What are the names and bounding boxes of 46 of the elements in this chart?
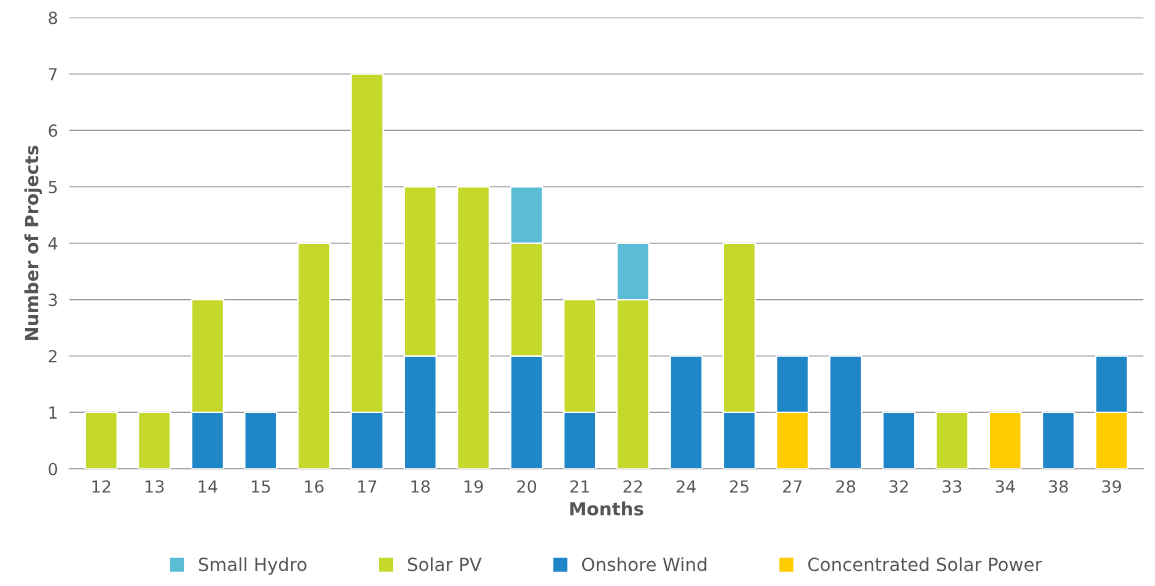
bar (1041, 411, 1076, 469)
x-tick-label: 39 (1102, 480, 1121, 493)
x-tick-label: 17 (358, 480, 377, 493)
bar (829, 355, 863, 469)
x-tick-label: 20 (517, 480, 537, 493)
x-tick-label: 33 (942, 480, 962, 493)
y-tick-label: 4 (48, 237, 58, 250)
legend-label: Onshore Wind (582, 557, 707, 572)
bar (456, 186, 491, 469)
x-tick-label: 24 (676, 480, 696, 493)
x-tick-label: 19 (464, 480, 483, 493)
x-tick-label: 12 (92, 480, 111, 493)
y-tick-label: 8 (48, 11, 58, 25)
x-tick-label: 27 (783, 480, 802, 493)
legend-label: Concentrated Solar Power (808, 557, 1043, 572)
x-tick-label: 25 (729, 480, 749, 493)
y-tick-label: 2 (48, 349, 57, 363)
x-tick-label: 28 (836, 480, 856, 493)
y-tick-label: 1 (49, 406, 57, 419)
bar (935, 411, 969, 469)
x-tick-label: 13 (145, 480, 164, 493)
bar (297, 242, 331, 469)
x-tick-label: 18 (411, 480, 430, 493)
x-tick-label: 16 (305, 480, 324, 493)
bar (244, 411, 278, 469)
y-axis-title: Number of Projects (24, 145, 43, 340)
bar (84, 411, 118, 469)
x-tick-label: 38 (1049, 480, 1068, 493)
bar (882, 411, 916, 469)
x-tick-label: 21 (570, 480, 589, 493)
x-tick-label: 34 (995, 480, 1015, 493)
bar (988, 411, 1022, 469)
legend-label: Solar PV (407, 557, 482, 572)
bar (137, 411, 172, 469)
x-tick-label: 32 (889, 480, 908, 493)
y-tick-label: 6 (48, 124, 58, 137)
y-tick-label: 0 (48, 462, 58, 476)
x-tick-label: 22 (623, 480, 642, 493)
y-tick-label: 7 (48, 68, 57, 81)
x-axis-title: Months (570, 501, 644, 516)
legend-label: Small Hydro (198, 557, 307, 575)
y-tick-label: 5 (48, 180, 57, 194)
x-tick-label: 15 (251, 480, 270, 493)
y-tick-label: 3 (48, 293, 57, 307)
bar (669, 355, 703, 469)
x-tick-label: 14 (198, 480, 218, 493)
